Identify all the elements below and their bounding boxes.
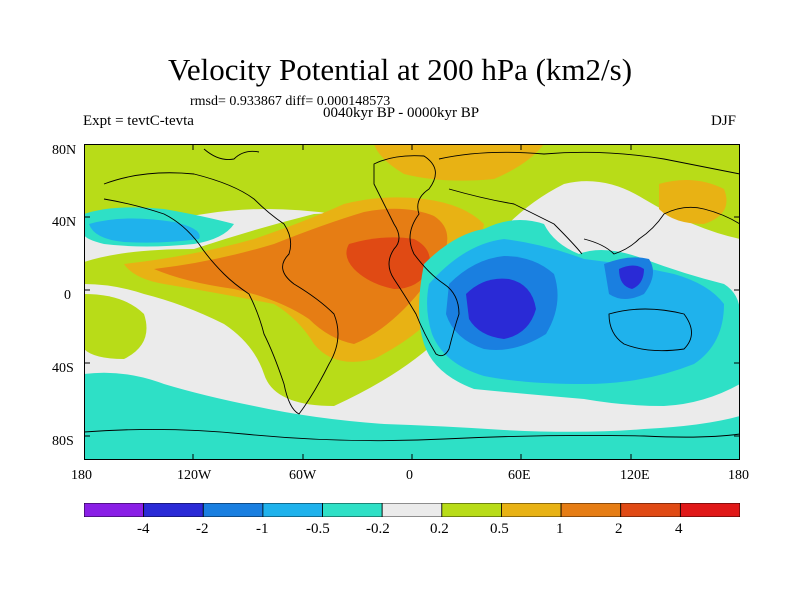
map-title: Velocity Potential at 200 hPa (km2/s) xyxy=(167,52,633,87)
lat-tick-80n: 80N xyxy=(52,143,77,158)
lat-tick-80s: 80S xyxy=(52,434,74,449)
positive-region-pacific xyxy=(84,294,147,359)
lon-tick-120w: 120W xyxy=(177,468,212,483)
colorbar-box-8 xyxy=(501,503,562,517)
colorbar-label-10: 4 xyxy=(675,521,683,537)
colorbar-label-4: -0.5 xyxy=(306,521,330,537)
lon-tick-180e: 180 xyxy=(728,468,749,483)
experiment-label: Expt = tevtC-tevta xyxy=(83,113,194,129)
colorbar-box-9 xyxy=(560,503,622,517)
colorbar-label-5: -0.2 xyxy=(366,521,390,537)
colorbar-label-9: 2 xyxy=(615,521,623,537)
colorbar-label-7: 0.5 xyxy=(490,521,509,537)
lat-tick-40s: 40S xyxy=(52,361,74,376)
band-0.5-1-north xyxy=(374,144,544,181)
velocity-potential-map xyxy=(84,144,740,460)
colorbar-box-1 xyxy=(84,503,145,517)
colorbar-box-10 xyxy=(620,503,681,517)
colorbar-box-6 xyxy=(381,503,443,517)
season-label: DJF xyxy=(711,113,737,129)
colorbar-box-11 xyxy=(679,503,740,517)
colorbar-box-4 xyxy=(262,503,323,517)
lon-tick-120e: 120E xyxy=(620,468,650,483)
period-text: 0040kyr BP - 0000kyr BP xyxy=(323,105,480,121)
colorbar-label-8: 1 xyxy=(556,521,564,537)
band-neg-2-4-east xyxy=(619,265,644,289)
lat-tick-40n: 40N xyxy=(52,215,77,230)
lon-tick-180w: 180 xyxy=(71,468,92,483)
band-2-4 xyxy=(346,237,430,289)
colorbar xyxy=(84,503,740,517)
colorbar-label-2: -2 xyxy=(196,521,209,537)
lon-tick-0: 0 xyxy=(406,468,413,483)
colorbar-box-2 xyxy=(143,503,204,517)
positive-band-north xyxy=(84,144,740,239)
lon-tick-60w: 60W xyxy=(289,468,317,483)
stats-text: rmsd= 0.933867 diff= 0.000148573 xyxy=(190,94,391,109)
lat-tick-0: 0 xyxy=(64,288,71,303)
colorbar-box-7 xyxy=(441,503,502,517)
coastlines xyxy=(84,148,740,442)
colorbar-box-5 xyxy=(322,503,383,517)
band-neg-0.2-0.5-south xyxy=(84,372,740,460)
lon-tick-60e: 60E xyxy=(508,468,531,483)
colorbar-label-3: -1 xyxy=(256,521,269,537)
band-neg-0.5-1-west xyxy=(89,218,200,243)
colorbar-box-3 xyxy=(202,503,264,517)
band-neg-2-4 xyxy=(466,278,536,339)
colorbar-label-1: -4 xyxy=(137,521,150,537)
axis-ticks xyxy=(84,144,740,460)
colorbar-label-6: 0.2 xyxy=(430,521,449,537)
band-0.5-1-asia xyxy=(659,180,727,224)
